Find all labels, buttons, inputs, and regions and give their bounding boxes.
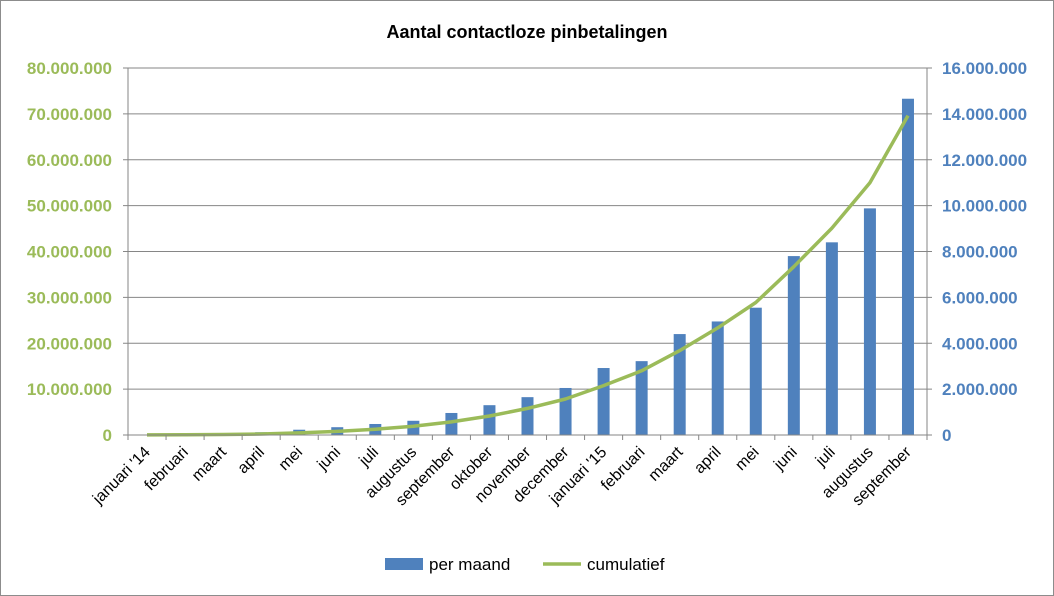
axes (123, 67, 932, 440)
legend-label-cumulatief: cumulatief (587, 555, 665, 574)
right-tick-label: 4.000.000 (942, 334, 1018, 353)
x-tick-label: april (235, 444, 268, 477)
bar-per-maand (597, 368, 610, 435)
left-tick-label: 80.000.000 (27, 59, 112, 78)
left-tick-label: 20.000.000 (27, 334, 112, 353)
gridlines (128, 67, 927, 390)
x-tick-label: mei (276, 444, 306, 474)
x-tick-label: maart (646, 443, 687, 484)
right-tick-label: 12.000.000 (942, 151, 1027, 170)
right-tick-label: 16.000.000 (942, 59, 1027, 78)
right-tick-label: 0 (942, 426, 951, 445)
bar-per-maand (749, 307, 762, 435)
bar-per-maand (863, 208, 876, 435)
legend-label-per-maand: per maand (429, 555, 510, 574)
right-tick-label: 8.000.000 (942, 243, 1018, 262)
bar-per-maand (559, 387, 572, 435)
right-tick-label: 10.000.000 (942, 197, 1027, 216)
left-tick-label: 70.000.000 (27, 105, 112, 124)
x-tick-label: april (691, 444, 724, 477)
x-tick-label: januari '14 (89, 444, 154, 509)
right-axis-ticks: 0 2.000.000 4.000.000 6.000.000 8.000.000 10.… (942, 59, 1027, 445)
legend: per maand cumulatief (385, 555, 665, 574)
x-tick-label: juni (770, 444, 800, 474)
x-tick-label: maart (189, 443, 230, 484)
x-tick-label: juli (812, 444, 839, 471)
right-tick-label: 2.000.000 (942, 380, 1018, 399)
left-tick-label: 50.000.000 (27, 197, 112, 216)
bar-per-maand (635, 361, 648, 435)
x-tick-label: juli (356, 444, 383, 471)
chart-title: Aantal contactloze pinbetalingen (386, 22, 667, 42)
bar-per-maand (445, 412, 458, 435)
bar-per-maand (483, 405, 496, 435)
left-tick-label: 0 (103, 426, 112, 445)
right-tick-label: 14.000.000 (942, 105, 1027, 124)
bar-per-maand (711, 321, 724, 435)
left-tick-label: 40.000.000 (27, 243, 112, 262)
bar-per-maand (787, 256, 800, 435)
x-tick-label: juni (314, 444, 344, 474)
left-tick-label: 10.000.000 (27, 380, 112, 399)
bar-series-per-maand (141, 98, 914, 435)
legend-swatch-per-maand (385, 558, 423, 570)
x-tick-label: mei (732, 444, 762, 474)
left-tick-label: 60.000.000 (27, 151, 112, 170)
bar-per-maand (825, 242, 838, 435)
bar-per-maand (673, 334, 686, 435)
right-tick-label: 6.000.000 (942, 288, 1018, 307)
line-series-cumulatief (146, 114, 910, 437)
left-tick-label: 30.000.000 (27, 288, 112, 307)
left-axis-ticks: 0 10.000.000 20.000.000 30.000.000 40.000.00… (27, 59, 112, 445)
line-cumulatief (146, 114, 910, 437)
bar-per-maand (521, 397, 534, 435)
bar-per-maand (901, 98, 914, 435)
